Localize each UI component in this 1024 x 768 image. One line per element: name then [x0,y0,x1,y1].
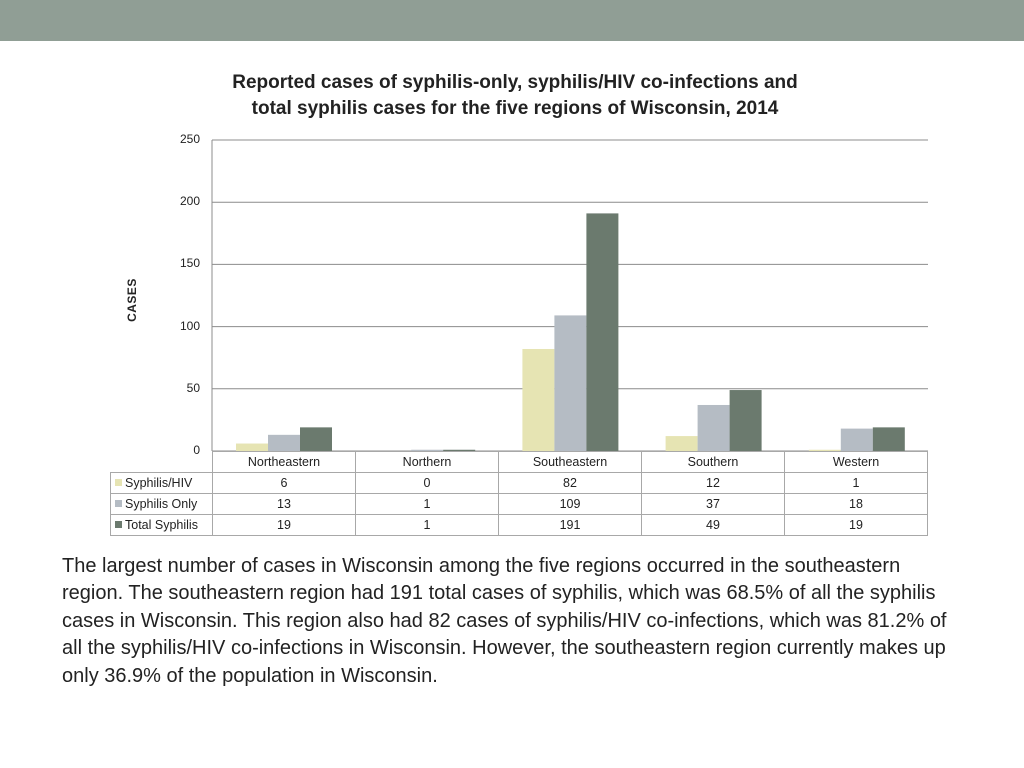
category-label: Northern [355,451,499,473]
legend-entry: Syphilis Only [110,493,213,515]
legend-label: Total Syphilis [125,518,198,532]
bar-southeastern-syphilis-hiv [522,348,555,451]
bar-western-syphilis-hiv [808,449,841,451]
data-cell: 0 [355,472,499,494]
y-tick-label: 150 [179,256,200,271]
y-tick-label: 50 [186,380,200,395]
bar-northeastern-total-syphilis [300,427,332,451]
y-tick-label: 0 [193,443,200,457]
bar-western-syphilis-only [840,428,873,451]
data-cell: 49 [641,514,785,536]
bar-southern-syphilis-only [697,404,730,451]
y-tick-label: 100 [179,318,200,333]
table-row: Total Syphilis 19 1 191 49 19 [110,514,928,536]
bar-northeastern-syphilis-hiv [236,443,268,451]
table-row: Syphilis Only 13 1 109 37 18 [110,493,928,515]
category-label: Southeastern [498,451,642,473]
data-cell: 19 [784,514,928,536]
legend-swatch [115,521,122,528]
chart-title-line-2: total syphilis cases for the five region… [251,98,779,119]
bar-northern-total-syphilis [443,449,476,451]
chart-title: Reported cases of syphilis-only, syphili… [100,70,930,122]
bar-southern-syphilis-hiv [665,436,698,451]
table-corner [110,451,213,473]
y-tick-label: 200 [179,194,200,209]
bar-northern-syphilis-only [411,449,444,451]
data-cell: 37 [641,493,785,515]
legend-label: Syphilis Only [125,497,198,511]
data-cell: 1 [355,493,499,515]
data-cell: 12 [641,472,785,494]
table-header-row: Northeastern Northern Southeastern Southern… [110,451,928,473]
data-cell: 1 [355,514,499,536]
data-cell: 191 [498,514,642,536]
chart-title-line-1: Reported cases of syphilis-only, syphili… [232,72,798,93]
bar-western-total-syphilis [872,427,905,451]
legend-swatch [115,500,122,507]
legend-swatch [115,479,122,486]
legend-label: Syphilis/HIV [125,476,193,490]
bar-southeastern-syphilis-only [554,315,587,451]
category-label: Northeastern [212,451,356,473]
data-cell: 109 [498,493,642,515]
data-cell: 18 [784,493,928,515]
header-band [0,0,1024,41]
category-label: Western [784,451,928,473]
bar-chart [211,139,928,452]
data-cell: 6 [212,472,356,494]
bar-southern-total-syphilis [729,390,762,451]
data-cell: 82 [498,472,642,494]
bar-southeastern-total-syphilis [586,213,619,451]
data-cell: 13 [212,493,356,515]
y-tick-label: 250 [179,132,200,146]
data-cell: 1 [784,472,928,494]
data-cell: 19 [212,514,356,536]
description-paragraph: The largest number of cases in Wisconsin… [62,555,947,687]
data-table: Northeastern Northern Southeastern Southern… [110,451,928,536]
table-row: Syphilis/HIV 6 0 82 12 1 [110,472,928,494]
legend-entry: Total Syphilis [110,514,213,536]
bar-northeastern-syphilis-only [268,434,300,451]
category-label: Southern [641,451,785,473]
legend-entry: Syphilis/HIV [110,472,213,494]
